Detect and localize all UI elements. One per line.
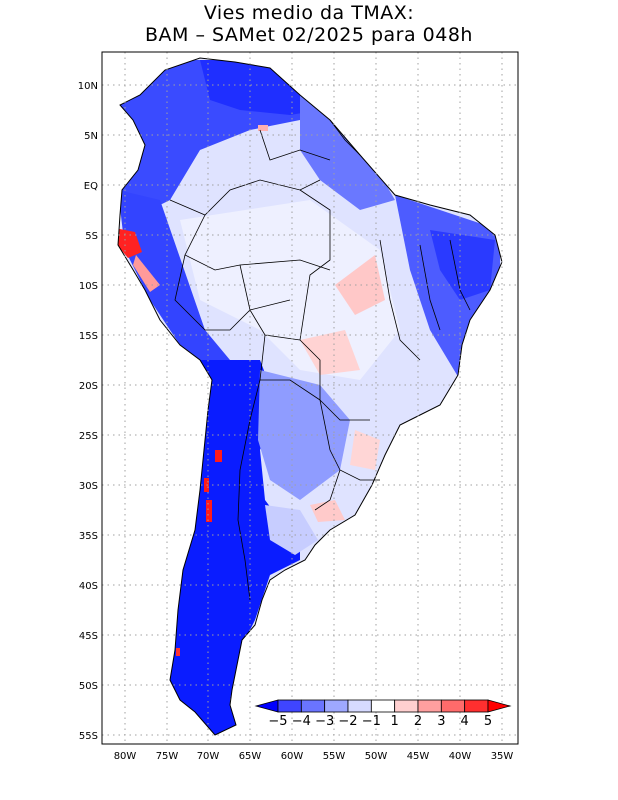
plot-frame [101,51,519,745]
lat-label: 50S [79,681,98,692]
map-title-line2: BAM – SAMet 02/2025 para 048h [145,24,473,46]
lat-label: 25S [79,431,98,442]
lon-label: 35W [491,751,514,762]
lat-gridlines [102,84,518,736]
colorbar-segment [464,699,489,713]
colorbar-label: −5 [268,714,287,729]
lon-label: 65W [239,751,262,762]
colorbar-label: 1 [391,714,399,729]
colorbar-segment [370,699,396,713]
latitude-axis: 10N 5N EQ 5S 10S 15S 20S 25S 30S 35S 40S… [78,81,98,742]
lat-label: 5N [84,131,98,142]
colorbar-segment [440,699,466,713]
colorbar-segment [394,699,419,713]
map-title-line1: Vies medio da TMAX: [203,2,415,24]
longitude-axis: 80W 75W 70W 65W 60W 55W 50W 45W 40W 35W [114,751,514,762]
colorbar-label: −4 [292,714,311,729]
lon-label: 70W [197,751,220,762]
colorbar-arrow-right [487,699,512,713]
colorbar-label: −3 [315,714,334,729]
lat-label: 5S [85,231,98,242]
lat-label: 40S [79,581,98,592]
lat-label: 35S [79,531,98,542]
lat-label: EQ [84,181,98,192]
lat-label: 10N [78,81,98,92]
colorbar-segment [347,699,372,713]
colorbar-label: −2 [338,714,357,729]
lon-label: 80W [114,751,137,762]
colorbar-segment [300,699,326,713]
colorbar-label: −1 [362,714,381,729]
lon-label: 40W [449,751,472,762]
lat-label: 30S [79,481,98,492]
lon-label: 50W [365,751,388,762]
lon-label: 55W [323,751,346,762]
colorbar-label: 2 [414,714,422,729]
lon-label: 75W [156,751,179,762]
lon-label: 60W [281,751,304,762]
colorbar-segment [277,699,302,713]
lat-label: 20S [79,381,98,392]
colorbar-label: 5 [484,714,492,729]
colorbar-segment [324,699,349,713]
colorbar: −5 −4 −3 −2 −1 1 2 3 4 5 [254,699,512,729]
colorbar-label: 3 [437,714,445,729]
colorbar-segment [417,699,442,713]
colorbar-label: 4 [461,714,469,729]
lat-label: 15S [79,331,98,342]
lat-label: 10S [79,281,98,292]
lat-label: 55S [79,731,98,742]
lat-label: 45S [79,631,98,642]
lon-label: 45W [407,751,430,762]
